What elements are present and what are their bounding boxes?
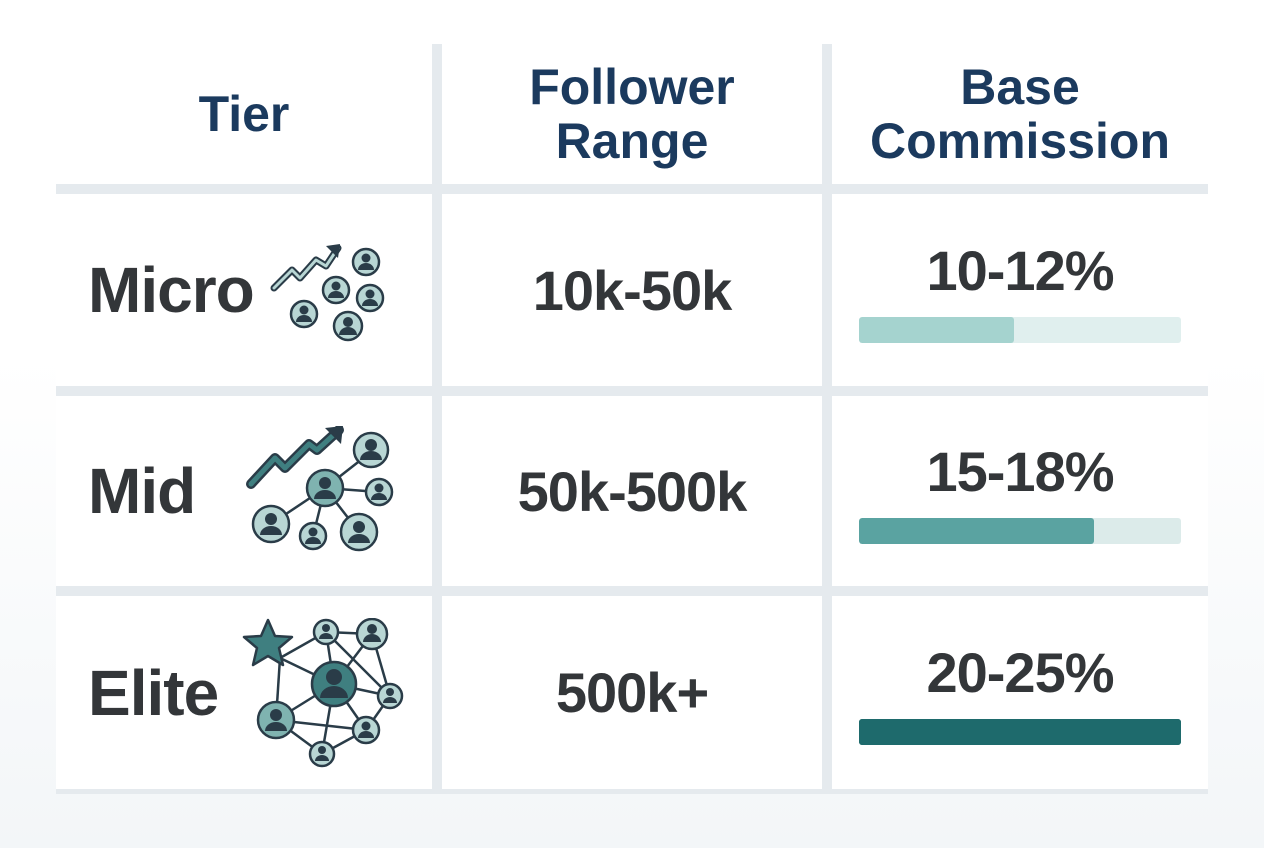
tier-table: Tier Follower Range Base Commission Micr… bbox=[56, 44, 1208, 794]
commission-bar-fill-micro bbox=[859, 316, 1014, 343]
tier-label-micro: Micro bbox=[88, 254, 255, 326]
row-divider bbox=[56, 184, 1208, 194]
table-row-elite-commission: 20-25% bbox=[832, 596, 1208, 789]
header-follower-range-label: Follower Range bbox=[529, 59, 735, 169]
commission-bar-track-elite bbox=[859, 719, 1181, 745]
tier-label-elite: Elite bbox=[88, 656, 219, 729]
table-row-elite-range: 500k+ bbox=[442, 596, 822, 789]
column-divider bbox=[432, 44, 442, 794]
table-row-mid-range: 50k-500k bbox=[442, 396, 822, 586]
table-row-micro-tier: Micro bbox=[56, 194, 432, 386]
header-tier: Tier bbox=[56, 44, 432, 184]
table-row-micro-commission: 10-12% bbox=[832, 194, 1208, 386]
header-tier-label: Tier bbox=[198, 86, 290, 142]
header-base-commission-label: Base Commission bbox=[869, 59, 1171, 169]
tier-label-mid: Mid bbox=[88, 455, 196, 527]
follower-range-micro: 10k-50k bbox=[532, 258, 733, 322]
star-network-icon bbox=[242, 617, 404, 767]
header-base-commission: Base Commission bbox=[832, 44, 1208, 184]
commission-bar-fill-mid bbox=[859, 517, 1095, 544]
row-divider bbox=[56, 586, 1208, 596]
growth-network-icon bbox=[246, 426, 394, 552]
follower-range-elite: 500k+ bbox=[555, 661, 709, 724]
header-follower-range: Follower Range bbox=[442, 44, 822, 184]
table-row-elite-tier: Elite bbox=[56, 596, 432, 789]
table-bottom-border bbox=[56, 789, 1208, 794]
commission-bar-fill-elite bbox=[859, 719, 1181, 745]
growth-network-icon bbox=[270, 244, 384, 342]
commission-micro: 10-12% bbox=[926, 238, 1114, 302]
table-row-micro-range: 10k-50k bbox=[442, 194, 822, 386]
commission-bar-track-mid bbox=[859, 517, 1181, 544]
row-divider bbox=[56, 386, 1208, 396]
table-row-mid-tier: Mid bbox=[56, 396, 432, 586]
commission-bar-track-micro bbox=[859, 316, 1181, 343]
table-row-mid-commission: 15-18% bbox=[832, 396, 1208, 586]
follower-range-mid: 50k-500k bbox=[517, 459, 748, 523]
commission-elite: 20-25% bbox=[926, 641, 1114, 704]
column-divider bbox=[822, 44, 832, 794]
commission-mid: 15-18% bbox=[926, 439, 1114, 503]
